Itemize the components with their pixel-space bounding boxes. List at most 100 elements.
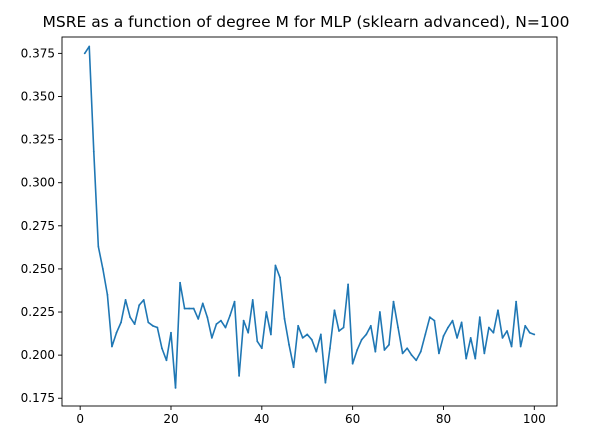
x-tick-label: 80 [436, 412, 451, 426]
data-point [88, 45, 91, 48]
data-point [474, 357, 477, 360]
data-point [483, 352, 486, 355]
tick-marks: 0 20 40 60 80 100 0.175 0.200 0.225 0.250 0.275 0.3… [21, 46, 546, 426]
data-point [397, 326, 399, 329]
data-point [442, 335, 445, 338]
data-point [465, 357, 468, 360]
data-point [179, 281, 181, 284]
data-point [524, 324, 527, 327]
data-point [324, 381, 327, 384]
data-point [374, 350, 377, 353]
data-point [260, 347, 263, 350]
data-point [120, 321, 122, 324]
x-tick-label: 20 [163, 412, 178, 426]
y-tick-label: 0.350 [21, 89, 55, 103]
data-point [528, 331, 531, 334]
data-point [101, 268, 104, 270]
data-point [133, 323, 136, 325]
data-point [451, 319, 454, 322]
data-point [419, 350, 422, 353]
data-point [333, 309, 336, 312]
data-point [342, 326, 345, 329]
data-point [360, 338, 363, 341]
data-point [170, 331, 172, 334]
data-point [415, 359, 418, 362]
data-point [310, 338, 313, 341]
data-point [129, 316, 132, 319]
data-point [151, 324, 154, 327]
data-point [515, 300, 518, 303]
data-point [233, 300, 236, 303]
y-tick-label: 0.300 [21, 176, 55, 190]
data-point [279, 276, 281, 279]
data-point [269, 333, 272, 336]
data-point [406, 347, 409, 350]
data-point [174, 386, 177, 389]
data-point [274, 264, 277, 267]
data-point [165, 359, 168, 362]
data-point [392, 300, 395, 303]
chart-title: MSRE as a function of degree M for MLP (… [43, 13, 570, 31]
data-point [478, 316, 481, 319]
x-tick-label: 100 [523, 412, 546, 426]
data-point [111, 345, 113, 348]
data-point [292, 366, 295, 369]
data-point [156, 326, 159, 329]
data-point [192, 307, 195, 310]
data-point [338, 330, 340, 332]
data-point [356, 349, 359, 351]
data-point [447, 326, 449, 329]
data-point [215, 323, 218, 325]
data-point [460, 321, 463, 324]
data-point [319, 333, 322, 336]
data-point [201, 302, 204, 305]
data-point [97, 245, 100, 248]
x-tick-label: 0 [76, 412, 84, 426]
y-tick-label: 0.375 [21, 46, 55, 60]
data-point [315, 350, 318, 353]
data-point [383, 349, 386, 351]
data-point [161, 347, 163, 350]
y-tick-label: 0.275 [21, 219, 55, 233]
data-point [238, 374, 241, 377]
data-point [497, 309, 499, 312]
axes [61, 36, 558, 407]
data-point [210, 336, 213, 339]
data-point [224, 326, 227, 329]
data-point [487, 326, 490, 329]
data-point [510, 345, 513, 348]
data-point [242, 319, 245, 322]
data-point [329, 347, 331, 350]
x-tick-label: 40 [254, 412, 269, 426]
y-tick-label: 0.250 [21, 262, 55, 276]
data-point [83, 52, 86, 55]
data-point [369, 324, 372, 327]
data-point [288, 343, 290, 346]
y-tick-label: 0.200 [21, 348, 55, 362]
y-tick-label: 0.325 [21, 133, 55, 147]
series-line [84, 45, 535, 389]
data-point [251, 299, 254, 301]
data-point [519, 345, 522, 348]
data-point [92, 150, 95, 153]
data-point [142, 299, 145, 301]
plot-frame [61, 36, 558, 407]
data-point [492, 331, 495, 334]
series-layer [83, 45, 536, 389]
data-point [301, 336, 304, 339]
data-point [501, 336, 504, 339]
data-point [147, 321, 150, 324]
data-point [197, 318, 200, 320]
data-point [506, 330, 508, 332]
data-point [188, 307, 191, 310]
data-point [533, 333, 536, 336]
data-point [365, 333, 368, 336]
data-point [388, 343, 390, 346]
data-point [297, 324, 300, 327]
data-point [220, 319, 222, 322]
data-point [138, 304, 141, 307]
data-point [347, 283, 350, 286]
data-point [247, 331, 250, 334]
data-point [456, 336, 458, 339]
